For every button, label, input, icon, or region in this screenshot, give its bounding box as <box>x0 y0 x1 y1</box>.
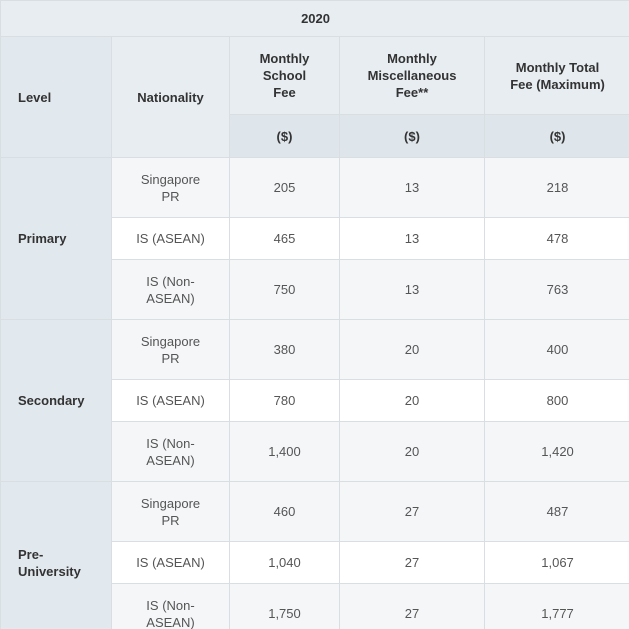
table-row: IS (ASEAN) 1,040 27 1,067 <box>1 541 629 584</box>
school-fee-cell: 1,400 <box>229 421 340 482</box>
misc-fee-cell: 27 <box>339 481 485 542</box>
nationality-cell: IS (ASEAN) <box>111 541 230 584</box>
nationality-cell: IS (Non-ASEAN) <box>111 421 230 482</box>
table-row: IS (ASEAN) 780 20 800 <box>1 379 629 422</box>
misc-fee-header: Monthly Miscellaneous Fee** <box>339 36 485 115</box>
school-fee-cell: 460 <box>229 481 340 542</box>
table-row: IS (Non-ASEAN) 1,400 20 1,420 <box>1 421 629 482</box>
level-cell-primary: Primary <box>0 157 112 320</box>
total-fee-cell: 487 <box>483 481 629 542</box>
table-row: IS (ASEAN) 465 13 478 <box>1 217 629 260</box>
total-fee-cell: 763 <box>483 259 629 320</box>
nationality-cell: IS (ASEAN) <box>111 379 230 422</box>
table-row: Primary Singapore PR 205 13 218 <box>0 157 629 320</box>
level-text: Pre-University <box>18 546 81 579</box>
school-fee-cell: 205 <box>229 157 340 218</box>
total-fee-cell: 1,067 <box>483 541 629 584</box>
misc-fee-cell: 13 <box>339 157 485 218</box>
school-fee-cell: 465 <box>229 217 340 260</box>
total-fee-cell: 478 <box>483 217 629 260</box>
misc-fee-unit: ($) <box>339 114 485 158</box>
nationality-cell: Singapore PR <box>111 157 230 218</box>
misc-fee-cell: 13 <box>339 217 485 260</box>
misc-fee-cell: 20 <box>339 379 485 422</box>
total-fee-cell: 1,420 <box>483 421 629 482</box>
nationality-text: IS (Non-ASEAN) <box>146 435 195 468</box>
level-cell-secondary: Secondary <box>0 319 112 482</box>
column-header-row: Level Nationality Monthly School Fee Mon… <box>0 36 629 158</box>
misc-fee-cell: 13 <box>339 259 485 320</box>
nationality-cell: IS (ASEAN) <box>111 217 230 260</box>
misc-fee-cell: 20 <box>339 319 485 380</box>
nationality-text: IS (Non-ASEAN) <box>146 273 195 306</box>
level-header: Level <box>0 36 112 158</box>
nationality-cell: IS (Non-ASEAN) <box>111 259 230 320</box>
nationality-text: IS (ASEAN) <box>136 393 205 408</box>
school-fee-cell: 780 <box>229 379 340 422</box>
nationality-cell: IS (Non-ASEAN) <box>111 583 230 629</box>
nationality-cell: Singapore PR <box>111 481 230 542</box>
table-row: IS (Non-ASEAN) 750 13 763 <box>1 259 629 320</box>
total-fee-cell: 400 <box>483 319 629 380</box>
school-fee-cell: 1,750 <box>229 583 340 629</box>
table-header: 2020 Level Nationality Monthly School Fe… <box>0 0 629 158</box>
school-fee-cell: 1,040 <box>229 541 340 584</box>
misc-fee-cell: 27 <box>339 541 485 584</box>
misc-fee-cell: 20 <box>339 421 485 482</box>
table-body: Primary Singapore PR 205 13 218 IS (ASEA… <box>0 157 629 629</box>
nationality-text: IS (Non-ASEAN) <box>146 597 195 629</box>
total-fee-cell: 800 <box>483 379 629 422</box>
school-fee-cell: 380 <box>229 319 340 380</box>
level-cell-pre-university: Pre-University <box>0 481 112 629</box>
table-row: Pre-University Singapore PR 460 27 487 <box>0 481 629 629</box>
nationality-text: Singapore PR <box>140 333 201 366</box>
school-fee-header: Monthly School Fee <box>229 36 340 115</box>
total-fee-cell: 218 <box>483 157 629 218</box>
nationality-text: Singapore PR <box>140 171 201 204</box>
misc-fee-cell: 27 <box>339 583 485 629</box>
table-row: IS (Non-ASEAN) 1,750 27 1,777 <box>1 583 629 629</box>
nationality-text: IS (ASEAN) <box>136 231 205 246</box>
total-fee-header: Monthly Total Fee (Maximum) <box>483 36 629 115</box>
nationality-text: Singapore PR <box>140 495 201 528</box>
year-heading: 2020 <box>0 0 629 37</box>
total-fee-cell: 1,777 <box>483 583 629 629</box>
nationality-cell: Singapore PR <box>111 319 230 380</box>
year-row: 2020 <box>0 0 629 37</box>
school-fee-unit: ($) <box>229 114 340 158</box>
table-row: Secondary Singapore PR 380 20 400 <box>0 319 629 482</box>
nationality-text: IS (ASEAN) <box>136 555 205 570</box>
total-fee-unit: ($) <box>483 114 629 158</box>
unit-row: ($) ($) ($) <box>1 114 629 158</box>
nationality-header: Nationality <box>111 36 230 158</box>
school-fee-cell: 750 <box>229 259 340 320</box>
